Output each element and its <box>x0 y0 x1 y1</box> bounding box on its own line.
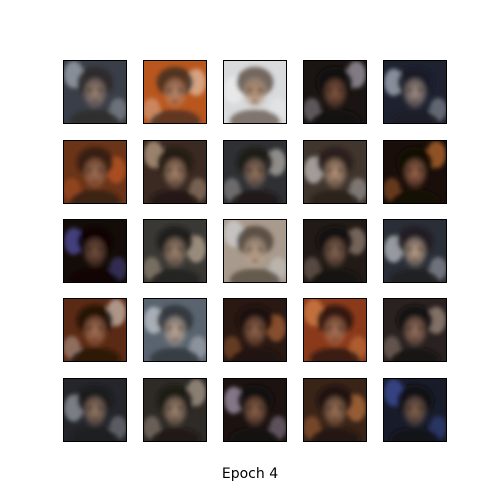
sample-render <box>304 141 366 203</box>
sample-render <box>224 220 286 282</box>
sample-image <box>63 298 127 362</box>
sample-image <box>303 219 367 283</box>
sample-image <box>383 378 447 442</box>
sample-render <box>144 379 206 441</box>
sample-image <box>383 298 447 362</box>
sample-image <box>63 60 127 124</box>
sample-render <box>64 379 126 441</box>
sample-image <box>303 378 367 442</box>
sample-image <box>63 140 127 204</box>
sample-render <box>64 61 126 123</box>
sample-image <box>223 378 287 442</box>
sample-image <box>383 219 447 283</box>
sample-image <box>143 298 207 362</box>
sample-render <box>304 299 366 361</box>
sample-render <box>304 61 366 123</box>
sample-render <box>224 141 286 203</box>
sample-image <box>383 60 447 124</box>
sample-render <box>384 220 446 282</box>
sample-image <box>143 60 207 124</box>
sample-image <box>383 140 447 204</box>
sample-image <box>143 140 207 204</box>
figure-caption: Epoch 4 <box>221 466 279 482</box>
sample-render <box>144 299 206 361</box>
sample-render <box>144 61 206 123</box>
sample-image <box>303 140 367 204</box>
sample-render <box>64 141 126 203</box>
sample-image <box>223 140 287 204</box>
sample-render <box>304 220 366 282</box>
sample-image <box>223 60 287 124</box>
sample-render <box>224 379 286 441</box>
sample-image <box>143 378 207 442</box>
sample-render <box>224 61 286 123</box>
sample-image <box>303 60 367 124</box>
sample-render <box>304 379 366 441</box>
sample-render <box>384 61 446 123</box>
sample-render <box>144 141 206 203</box>
sample-render <box>384 299 446 361</box>
sample-image <box>143 219 207 283</box>
sample-render <box>144 220 206 282</box>
sample-render <box>384 141 446 203</box>
sample-render <box>64 220 126 282</box>
sample-render <box>64 299 126 361</box>
sample-image <box>223 219 287 283</box>
sample-image <box>303 298 367 362</box>
sample-image <box>63 219 127 283</box>
sample-image <box>223 298 287 362</box>
sample-render <box>384 379 446 441</box>
sample-image <box>63 378 127 442</box>
sample-render <box>224 299 286 361</box>
